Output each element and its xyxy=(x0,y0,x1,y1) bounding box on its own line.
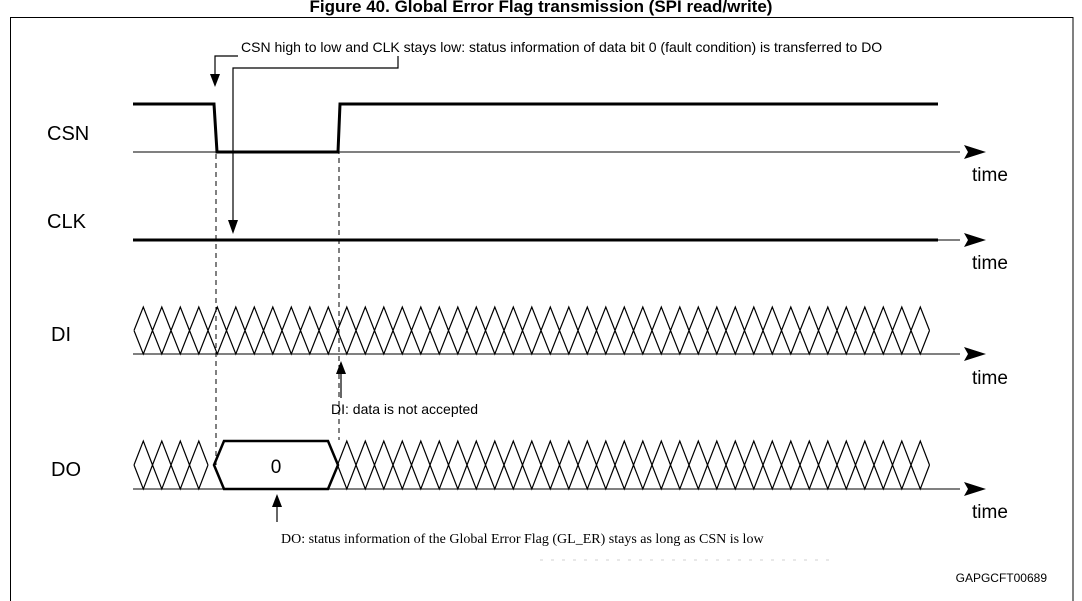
time-label-di: time xyxy=(972,368,1008,389)
figure-id: GAPGCFT00689 xyxy=(956,571,1048,585)
csn-annotation-arrow xyxy=(210,55,238,87)
do-data-bit-box xyxy=(212,439,340,491)
time-label-csn: time xyxy=(972,165,1008,186)
figure-title: Figure 40. Global Error Flag transmissio… xyxy=(310,0,773,16)
time-label-do: time xyxy=(972,502,1008,523)
di-data-pattern xyxy=(133,305,931,356)
signal-label-do: DO xyxy=(51,459,81,481)
time-axis-di xyxy=(133,347,986,361)
csn-annotation: CSN high to low and CLK stays low: statu… xyxy=(241,39,882,55)
time-label-clk: time xyxy=(972,253,1008,274)
di-eyes-cells xyxy=(133,305,931,356)
signal-label-csn: CSN xyxy=(47,123,89,145)
di-annotation: DI: data is not accepted xyxy=(331,401,478,417)
do-eyes-cells xyxy=(133,439,931,491)
do-data-pattern xyxy=(133,439,931,491)
signal-label-clk: CLK xyxy=(47,211,87,233)
csn-waveform xyxy=(133,102,938,154)
do-annotation-arrow xyxy=(272,494,282,522)
do-annotation: DO: status information of the Global Err… xyxy=(281,532,764,547)
do-data-bit-value: 0 xyxy=(271,457,282,478)
di-annotation-arrow xyxy=(336,361,346,398)
figure-frame xyxy=(10,17,1074,601)
clk-annotation-arrow xyxy=(228,56,399,234)
signal-label-di: DI xyxy=(51,324,71,346)
